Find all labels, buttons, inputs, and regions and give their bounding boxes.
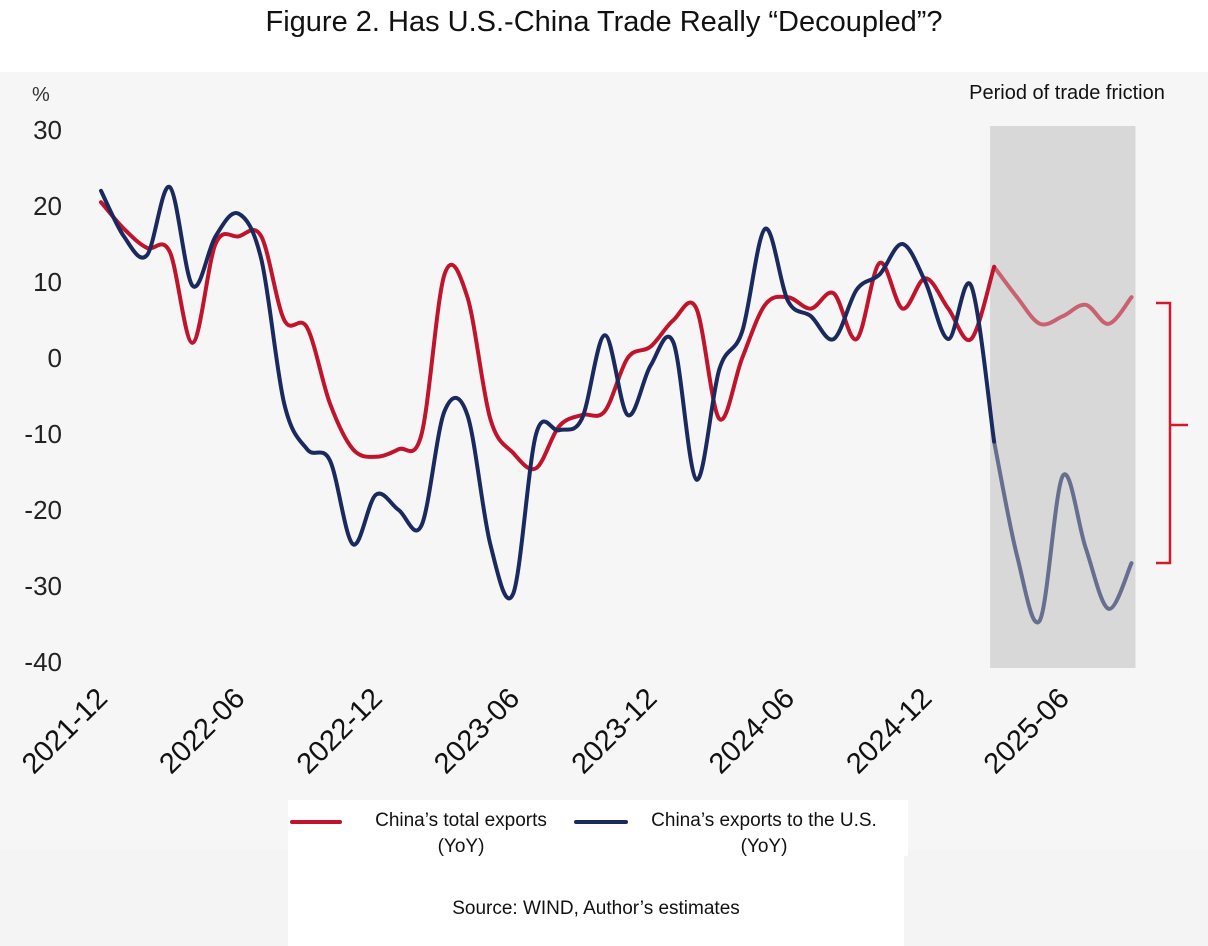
shaded-region-layer	[990, 126, 1136, 668]
y-tick-label: -20	[24, 495, 62, 525]
chart-title: Figure 2. Has U.S.-China Trade Really “D…	[265, 6, 943, 38]
x-tick-labels: 2021-12 2022-06 2022-12 2023-06 2023-12 2024-…	[16, 682, 1076, 780]
y-tick-labels: 30 20 10 0 -10 -20 -30 -40	[24, 115, 62, 677]
y-axis-unit: %	[32, 84, 50, 106]
x-tick-label: 2022-12	[291, 682, 389, 780]
legend-label-us-exports: China’s exports to the U.S. (YoY)	[651, 810, 877, 857]
x-tick-label: 2021-12	[16, 682, 114, 780]
trade-friction-annotation: Period of trade friction	[969, 82, 1165, 104]
trade-friction-shaded-region	[990, 126, 1136, 668]
legend-label-total-exports: China’s total exports (YoY)	[375, 810, 547, 857]
x-tick-label: 2025-06	[978, 682, 1076, 780]
gap-bracket	[1156, 301, 1188, 565]
x-tick-label: 2023-12	[566, 682, 664, 780]
us-exports-line-friction	[992, 439, 1134, 625]
x-tick-label: 2023-06	[428, 682, 526, 780]
y-tick-label: 0	[48, 343, 62, 373]
gap-bracket-line	[1156, 301, 1188, 565]
total-exports-line	[99, 200, 997, 472]
source-note: Source: WIND, Author’s estimates	[452, 898, 740, 919]
us-exports-line	[99, 184, 997, 601]
y-tick-label: -40	[24, 647, 62, 677]
line-chart: 30 20 10 0 -10 -20 -30 -40 2021-12 2022-06 2022-1…	[16, 115, 1188, 780]
y-tick-label: 30	[33, 115, 62, 145]
legend-swatch-us-exports	[574, 820, 628, 824]
x-tick-label: 2024-06	[703, 682, 801, 780]
series-lines	[99, 184, 1134, 625]
y-tick-label: 20	[33, 191, 62, 221]
y-tick-label: -10	[24, 419, 62, 449]
y-tick-label: -30	[24, 571, 62, 601]
y-tick-label: 10	[33, 267, 62, 297]
total-exports-line-friction	[992, 264, 1134, 327]
legend: China’s total exports (YoY) China’s expo…	[290, 800, 908, 857]
x-tick-label: 2024-12	[840, 682, 938, 780]
x-tick-label: 2022-06	[153, 682, 251, 780]
legend-swatch-total-exports	[290, 820, 342, 824]
